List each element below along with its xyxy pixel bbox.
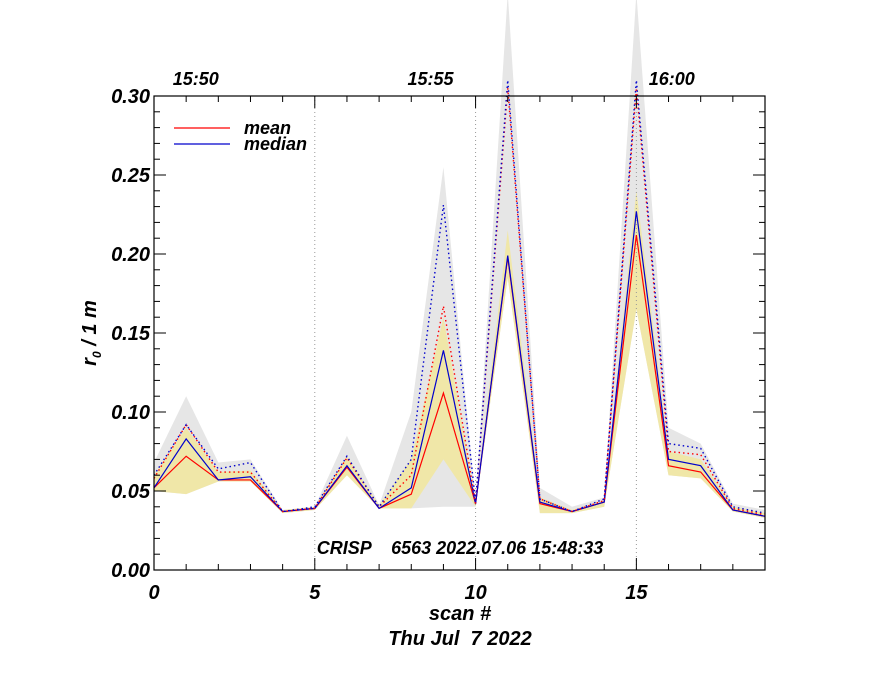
y-axis-label-unit: / 1 m — [79, 300, 101, 351]
y-tick-label-3: 0.15 — [111, 323, 151, 345]
x-tick-label-0: 0 — [148, 582, 159, 604]
y-tick-label-6: 0.30 — [111, 86, 150, 108]
top-time-label-2: 16:00 — [649, 69, 695, 89]
y-tick-label-0: 0.00 — [111, 560, 150, 582]
series-line-3 — [153, 80, 766, 514]
y-tick-label-1: 0.05 — [111, 481, 151, 503]
y-axis-label: r0 / 1 m — [79, 300, 104, 366]
top-time-label-1: 15:55 — [408, 69, 455, 89]
y-axis-label-subscript: 0 — [90, 351, 104, 358]
chart-annotation: CRISP 6563 2022.07.06 15:48:33 — [317, 538, 604, 558]
y-axis-label-main: r — [79, 357, 101, 366]
tick-labels: 0 5 10 15 0.00 0.05 0.10 0.15 0.20 0.25 0.30 — [111, 86, 648, 604]
series-line-1 — [153, 211, 766, 517]
axis-ticks — [153, 95, 766, 571]
top-time-label-0: 15:50 — [173, 69, 219, 89]
data-series — [153, 80, 766, 517]
x-tick-label-10: 10 — [464, 582, 486, 604]
legend-label-median: median — [244, 134, 307, 154]
svg-text:r0 / 1 m: r0 / 1 m — [79, 300, 104, 366]
x-axis-label: scan # — [429, 603, 492, 625]
x-tick-label-5: 5 — [309, 582, 321, 604]
series-line-0 — [153, 234, 766, 517]
y-tick-label-5: 0.25 — [111, 165, 151, 187]
y-tick-label-2: 0.10 — [111, 402, 150, 424]
x-tick-label-15: 15 — [625, 582, 648, 604]
y-tick-label-4: 0.20 — [111, 244, 150, 266]
vertical-gridlines — [314, 96, 637, 570]
chart-subtitle: Thu Jul 7 2022 — [388, 628, 531, 650]
legend-label-mean: mean — [244, 118, 291, 138]
